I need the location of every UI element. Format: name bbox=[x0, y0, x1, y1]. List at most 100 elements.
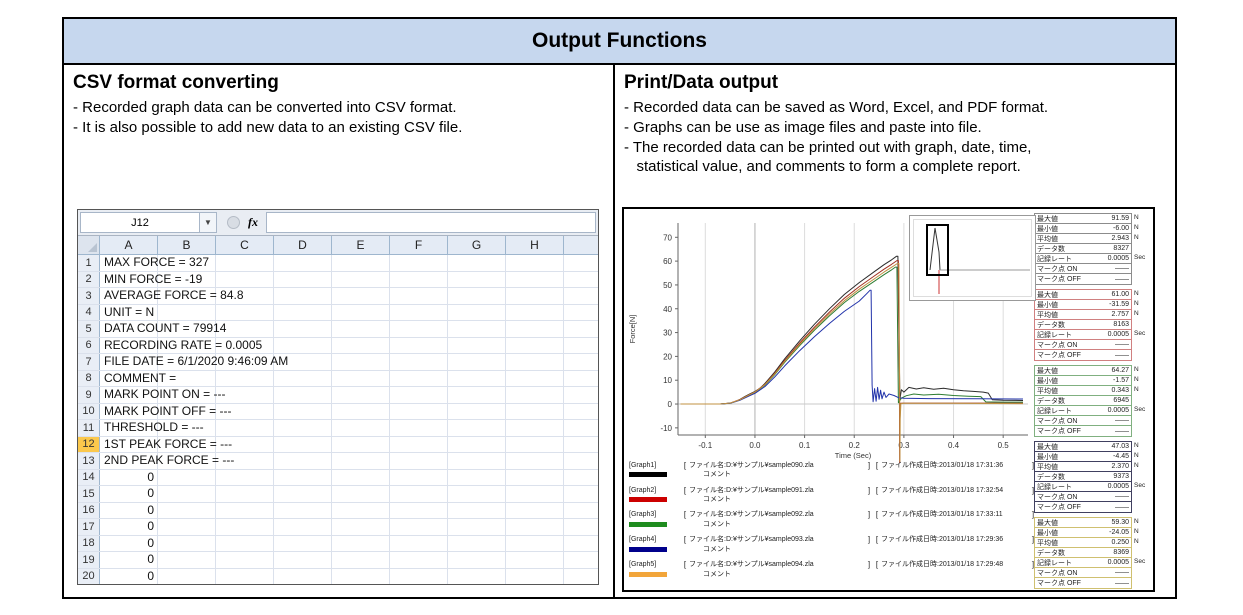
excel-row-cells[interactable]: 0 bbox=[100, 552, 598, 568]
excel-row-cells[interactable]: 0 bbox=[100, 535, 598, 551]
stats-value: -4.45 bbox=[1113, 453, 1129, 460]
excel-row-cells[interactable]: 0 bbox=[100, 486, 598, 502]
excel-row-cells[interactable]: 0 bbox=[100, 469, 598, 485]
stats-label: 最小値 bbox=[1037, 225, 1058, 233]
excel-col-header[interactable]: E bbox=[332, 236, 390, 254]
excel-row-cells[interactable]: 2ND PEAK FORCE = --- bbox=[100, 453, 598, 469]
excel-row-cells[interactable]: MAX FORCE = 327 bbox=[100, 255, 598, 271]
excel-row[interactable]: 2 MIN FORCE = -19 bbox=[78, 271, 598, 288]
legend-bracket: [ bbox=[875, 485, 879, 495]
excel-col-header[interactable]: C bbox=[216, 236, 274, 254]
excel-row-number[interactable]: 16 bbox=[78, 502, 100, 518]
select-all-corner[interactable] bbox=[78, 236, 100, 254]
legend-comment: コメント bbox=[703, 520, 731, 528]
excel-row[interactable]: 5 DATA COUNT = 79914 bbox=[78, 321, 598, 338]
stats-value: 61.00 bbox=[1111, 291, 1129, 298]
excel-row[interactable]: 13 2ND PEAK FORCE = --- bbox=[78, 453, 598, 470]
excel-row-cells[interactable]: 0 bbox=[100, 502, 598, 518]
excel-row[interactable]: 4 UNIT = N bbox=[78, 304, 598, 321]
excel-col-header[interactable]: B bbox=[158, 236, 216, 254]
excel-row[interactable]: 7 FILE DATE = 6/1/2020 9:46:09 AM bbox=[78, 354, 598, 371]
excel-row[interactable]: 16 0 bbox=[78, 502, 598, 519]
excel-col-header[interactable]: D bbox=[274, 236, 332, 254]
excel-row[interactable]: 18 0 bbox=[78, 535, 598, 552]
excel-row-number[interactable]: 10 bbox=[78, 403, 100, 419]
excel-row-cells[interactable]: MARK POINT ON = --- bbox=[100, 387, 598, 403]
excel-row-number[interactable]: 5 bbox=[78, 321, 100, 337]
excel-row[interactable]: 17 0 bbox=[78, 519, 598, 536]
excel-row-cells[interactable]: AVERAGE FORCE = 84.8 bbox=[100, 288, 598, 304]
stats-value: 64.27 bbox=[1111, 367, 1129, 374]
excel-row[interactable]: 19 0 bbox=[78, 552, 598, 569]
stats-value: 0.0005 bbox=[1107, 331, 1129, 338]
excel-row-number[interactable]: 6 bbox=[78, 337, 100, 353]
excel-row-number[interactable]: 19 bbox=[78, 552, 100, 568]
stats-value: 47.03 bbox=[1111, 443, 1129, 450]
excel-col-header[interactable]: F bbox=[390, 236, 448, 254]
svg-text:0.5: 0.5 bbox=[998, 441, 1010, 450]
legend-bracket: ] bbox=[1031, 535, 1035, 545]
name-box-dropdown-icon[interactable]: ▼ bbox=[200, 212, 217, 233]
excel-col-header[interactable]: H bbox=[506, 236, 564, 254]
excel-row-number[interactable]: 3 bbox=[78, 288, 100, 304]
excel-row-number[interactable]: 17 bbox=[78, 519, 100, 535]
excel-row-number[interactable]: 4 bbox=[78, 304, 100, 320]
excel-row-number[interactable]: 15 bbox=[78, 486, 100, 502]
stats-value: 8369 bbox=[1113, 549, 1129, 556]
excel-row-number[interactable]: 12 bbox=[78, 436, 100, 452]
excel-row[interactable]: 14 0 bbox=[78, 469, 598, 486]
excel-row-number[interactable]: 9 bbox=[78, 387, 100, 403]
excel-row[interactable]: 20 0 bbox=[78, 568, 598, 584]
excel-row-number[interactable]: 7 bbox=[78, 354, 100, 370]
excel-row[interactable]: 11 THRESHOLD = --- bbox=[78, 420, 598, 437]
excel-row-number[interactable]: 8 bbox=[78, 370, 100, 386]
excel-cell-text: DATA COUNT = 79914 bbox=[104, 321, 227, 335]
stats-unit: Sec bbox=[1134, 254, 1146, 261]
excel-row-cells[interactable]: THRESHOLD = --- bbox=[100, 420, 598, 436]
stats-row: マーク点 OFF ―― bbox=[1035, 502, 1131, 512]
excel-row-cells[interactable]: 0 bbox=[100, 568, 598, 584]
series-Graph4 bbox=[680, 289, 1024, 405]
excel-row-cells[interactable]: COMMENT = bbox=[100, 370, 598, 386]
excel-row-cells[interactable]: RECORDING RATE = 0.0005 bbox=[100, 337, 598, 353]
stats-value: -1.57 bbox=[1113, 377, 1129, 384]
excel-row-number[interactable]: 13 bbox=[78, 453, 100, 469]
excel-name-box[interactable]: J12 bbox=[80, 212, 200, 233]
legend-bracket: ] bbox=[867, 535, 871, 545]
excel-col-header-rest bbox=[564, 236, 598, 254]
excel-row[interactable]: 6 RECORDING RATE = 0.0005 bbox=[78, 337, 598, 354]
excel-row-cells[interactable]: 0 bbox=[100, 519, 598, 535]
excel-row[interactable]: 12 1ST PEAK FORCE = --- bbox=[78, 436, 598, 453]
legend-bracket: [ bbox=[683, 510, 687, 520]
excel-row-cells[interactable]: 1ST PEAK FORCE = --- bbox=[100, 436, 598, 452]
stats-label: マーク点 ON bbox=[1037, 265, 1078, 273]
excel-row-number[interactable]: 2 bbox=[78, 271, 100, 287]
excel-row-cells[interactable]: UNIT = N bbox=[100, 304, 598, 320]
excel-row[interactable]: 10 MARK POINT OFF = --- bbox=[78, 403, 598, 420]
excel-row[interactable]: 15 0 bbox=[78, 486, 598, 503]
legend-color-swatch bbox=[629, 521, 667, 527]
excel-row-cells[interactable]: MIN FORCE = -19 bbox=[100, 271, 598, 287]
excel-row-cells[interactable]: FILE DATE = 6/1/2020 9:46:09 AM bbox=[100, 354, 598, 370]
excel-formula-bar[interactable] bbox=[266, 212, 596, 233]
print-bullet-4: statistical value, and comments to form … bbox=[624, 158, 1021, 176]
excel-row-number[interactable]: 11 bbox=[78, 420, 100, 436]
excel-col-header[interactable]: G bbox=[448, 236, 506, 254]
insert-function-icon[interactable]: fx bbox=[248, 215, 258, 229]
excel-row-number[interactable]: 20 bbox=[78, 568, 100, 584]
excel-row[interactable]: 8 COMMENT = bbox=[78, 370, 598, 387]
excel-col-header[interactable]: A bbox=[100, 236, 158, 254]
excel-row-number[interactable]: 14 bbox=[78, 469, 100, 485]
excel-row[interactable]: 3 AVERAGE FORCE = 84.8 bbox=[78, 288, 598, 305]
excel-row-number[interactable]: 1 bbox=[78, 255, 100, 271]
excel-row-cells[interactable]: DATA COUNT = 79914 bbox=[100, 321, 598, 337]
excel-row-number[interactable]: 18 bbox=[78, 535, 100, 551]
excel-row[interactable]: 1 MAX FORCE = 327 bbox=[78, 255, 598, 272]
stats-unit: N bbox=[1134, 518, 1139, 525]
legend-file-block: ファイル名:D:¥サンプル¥sample090.zla コメント bbox=[689, 461, 865, 480]
excel-row[interactable]: 9 MARK POINT ON = --- bbox=[78, 387, 598, 404]
stats-row: マーク点 ON ―― bbox=[1035, 340, 1131, 350]
zoom-region-selector[interactable] bbox=[926, 224, 949, 276]
excel-row-cells[interactable]: MARK POINT OFF = --- bbox=[100, 403, 598, 419]
